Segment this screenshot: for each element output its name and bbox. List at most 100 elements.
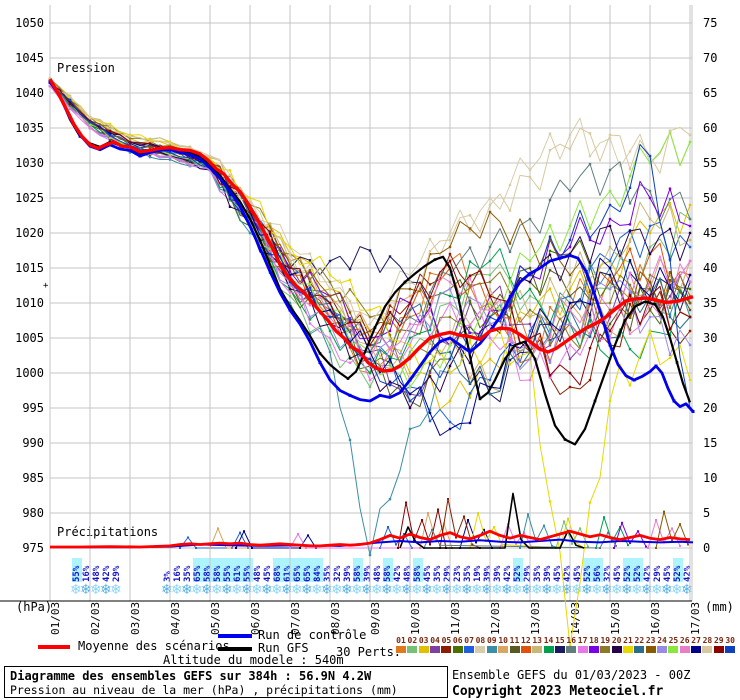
- pert-color-square: [441, 646, 452, 653]
- gfs-legend-label: Run GFS: [258, 641, 309, 655]
- left-axis-unit: (hPa): [16, 600, 53, 614]
- snow-probability-label: 42%: [643, 565, 653, 582]
- pert-number: 13: [532, 636, 542, 645]
- axis-tick-marker: +: [43, 281, 49, 291]
- pert-color-square: [430, 646, 441, 653]
- snow-probability-label: 35%: [433, 565, 443, 582]
- run-info-label: Ensemble GEFS du 01/03/2023 - 00Z: [452, 668, 691, 682]
- pert-number: 03: [418, 636, 429, 645]
- precip-tick-label: 75: [703, 16, 718, 30]
- pert-number: 11: [509, 636, 520, 645]
- date-label: 11/03: [449, 601, 462, 635]
- pert-color-square: [396, 646, 406, 653]
- perts-count-label: 30 Perts.: [336, 645, 402, 659]
- pressure-tick-label: 1015: [15, 261, 44, 275]
- pert-color-square: [645, 646, 656, 653]
- pert-number: 22: [634, 636, 645, 645]
- pert-number: 08: [475, 636, 486, 645]
- pert-color-square: [475, 646, 486, 653]
- pressure-tick-label: 1035: [15, 121, 44, 135]
- pert-number: 09: [486, 636, 497, 645]
- pert-number: 20: [611, 636, 622, 645]
- pert-color-square: [691, 646, 702, 653]
- snow-probability-label: 45%: [573, 565, 583, 582]
- precip-tick-label: 45: [703, 226, 718, 240]
- date-label: 05/03: [209, 601, 222, 635]
- snow-probability-label: 48%: [92, 565, 102, 582]
- date-label: 02/03: [89, 601, 102, 635]
- snow-probability-label: 58%: [383, 558, 393, 582]
- snow-probability-label: 48%: [403, 565, 413, 582]
- snow-probability-label: 52%: [673, 558, 683, 582]
- snow-probability-label: 52%: [633, 558, 643, 582]
- snow-probability-label: 42%: [683, 565, 693, 582]
- pert-number: 05: [441, 636, 452, 645]
- gfs-legend-swatch: [218, 647, 252, 651]
- copyright-label: Copyright 2023 Meteociel.fr: [452, 684, 664, 699]
- snow-probability-label: 45%: [663, 565, 673, 582]
- precip-tick-label: 40: [703, 261, 718, 275]
- pert-number: 25: [668, 636, 679, 645]
- snow-probability-label: 65%: [303, 558, 313, 582]
- precip-tick-label: 65: [703, 86, 718, 100]
- pert-color-square: [509, 646, 520, 653]
- control-legend-swatch: [218, 634, 252, 638]
- pressure-tick-label: 1020: [15, 226, 44, 240]
- snow-probability-label: 39%: [483, 565, 493, 582]
- snow-probability-label: 65%: [293, 558, 303, 582]
- pert-color-square: [600, 646, 611, 653]
- snow-probability-label: 56%: [593, 558, 603, 582]
- precip-tick-label: 0: [703, 541, 711, 555]
- date-label: 04/03: [169, 601, 182, 635]
- pert-color-square: [532, 646, 543, 653]
- snow-probability-label: 84%: [313, 558, 323, 582]
- snow-probability-label: 58%: [213, 558, 223, 582]
- pert-color-square: [520, 646, 531, 653]
- pressure-tick-label: 1005: [15, 331, 44, 345]
- snow-probability-label: 29%: [112, 565, 122, 582]
- snow-probability-label: 39%: [343, 565, 353, 582]
- date-label: 15/03: [609, 601, 622, 635]
- date-label: 17/03: [689, 601, 702, 635]
- snow-probability-label: 52%: [583, 558, 593, 582]
- pert-color-square: [486, 646, 497, 653]
- pert-color-square: [554, 646, 565, 653]
- pert-number: 27: [691, 636, 701, 645]
- precip-tick-label: 10: [703, 471, 718, 485]
- snow-probability-label: 58%: [203, 558, 213, 582]
- snow-probability-label: 39%: [363, 565, 373, 582]
- date-label: 13/03: [529, 601, 542, 635]
- pert-number: 15: [555, 636, 565, 645]
- snow-probability-label: 68%: [273, 558, 283, 582]
- pert-color-square: [588, 646, 599, 653]
- diagram-subtitle: Pression au niveau de la mer (hPa) , pré…: [10, 683, 398, 697]
- pert-number: 02: [407, 636, 418, 645]
- snow-probability-label: 35%: [323, 565, 333, 582]
- precip-tick-label: 30: [703, 331, 718, 345]
- precip-tick-label: 70: [703, 51, 718, 65]
- pert-number: 06: [452, 636, 463, 645]
- snow-probability-label: 19%: [473, 565, 483, 582]
- snow-probability-label: 52%: [513, 558, 523, 582]
- snow-probability-label: 23%: [453, 565, 463, 582]
- pert-number: 12: [521, 636, 531, 645]
- snow-probability-label: 45%: [553, 565, 563, 582]
- snow-probability-label: 55%: [223, 558, 233, 582]
- snow-probability-label: 58%: [353, 558, 363, 582]
- snow-probability-label: 39%: [493, 565, 503, 582]
- pert-number: 19: [600, 636, 611, 645]
- snow-probability-label: 52%: [623, 558, 633, 582]
- pert-color-square: [566, 646, 577, 653]
- precip-tick-label: 15: [703, 436, 718, 450]
- snow-probability-label: 3%: [163, 571, 173, 582]
- snow-probability-label: 39%: [543, 565, 553, 582]
- pressure-tick-label: 980: [22, 506, 44, 520]
- pressure-tick-label: 1000: [15, 366, 44, 380]
- date-label: 10/03: [409, 601, 422, 635]
- pert-color-square: [634, 646, 645, 653]
- snow-probability-label: 55%: [243, 558, 253, 582]
- pert-color-square: [452, 646, 463, 653]
- pert-color-square: [668, 646, 679, 653]
- pressure-tick-label: 1025: [15, 191, 44, 205]
